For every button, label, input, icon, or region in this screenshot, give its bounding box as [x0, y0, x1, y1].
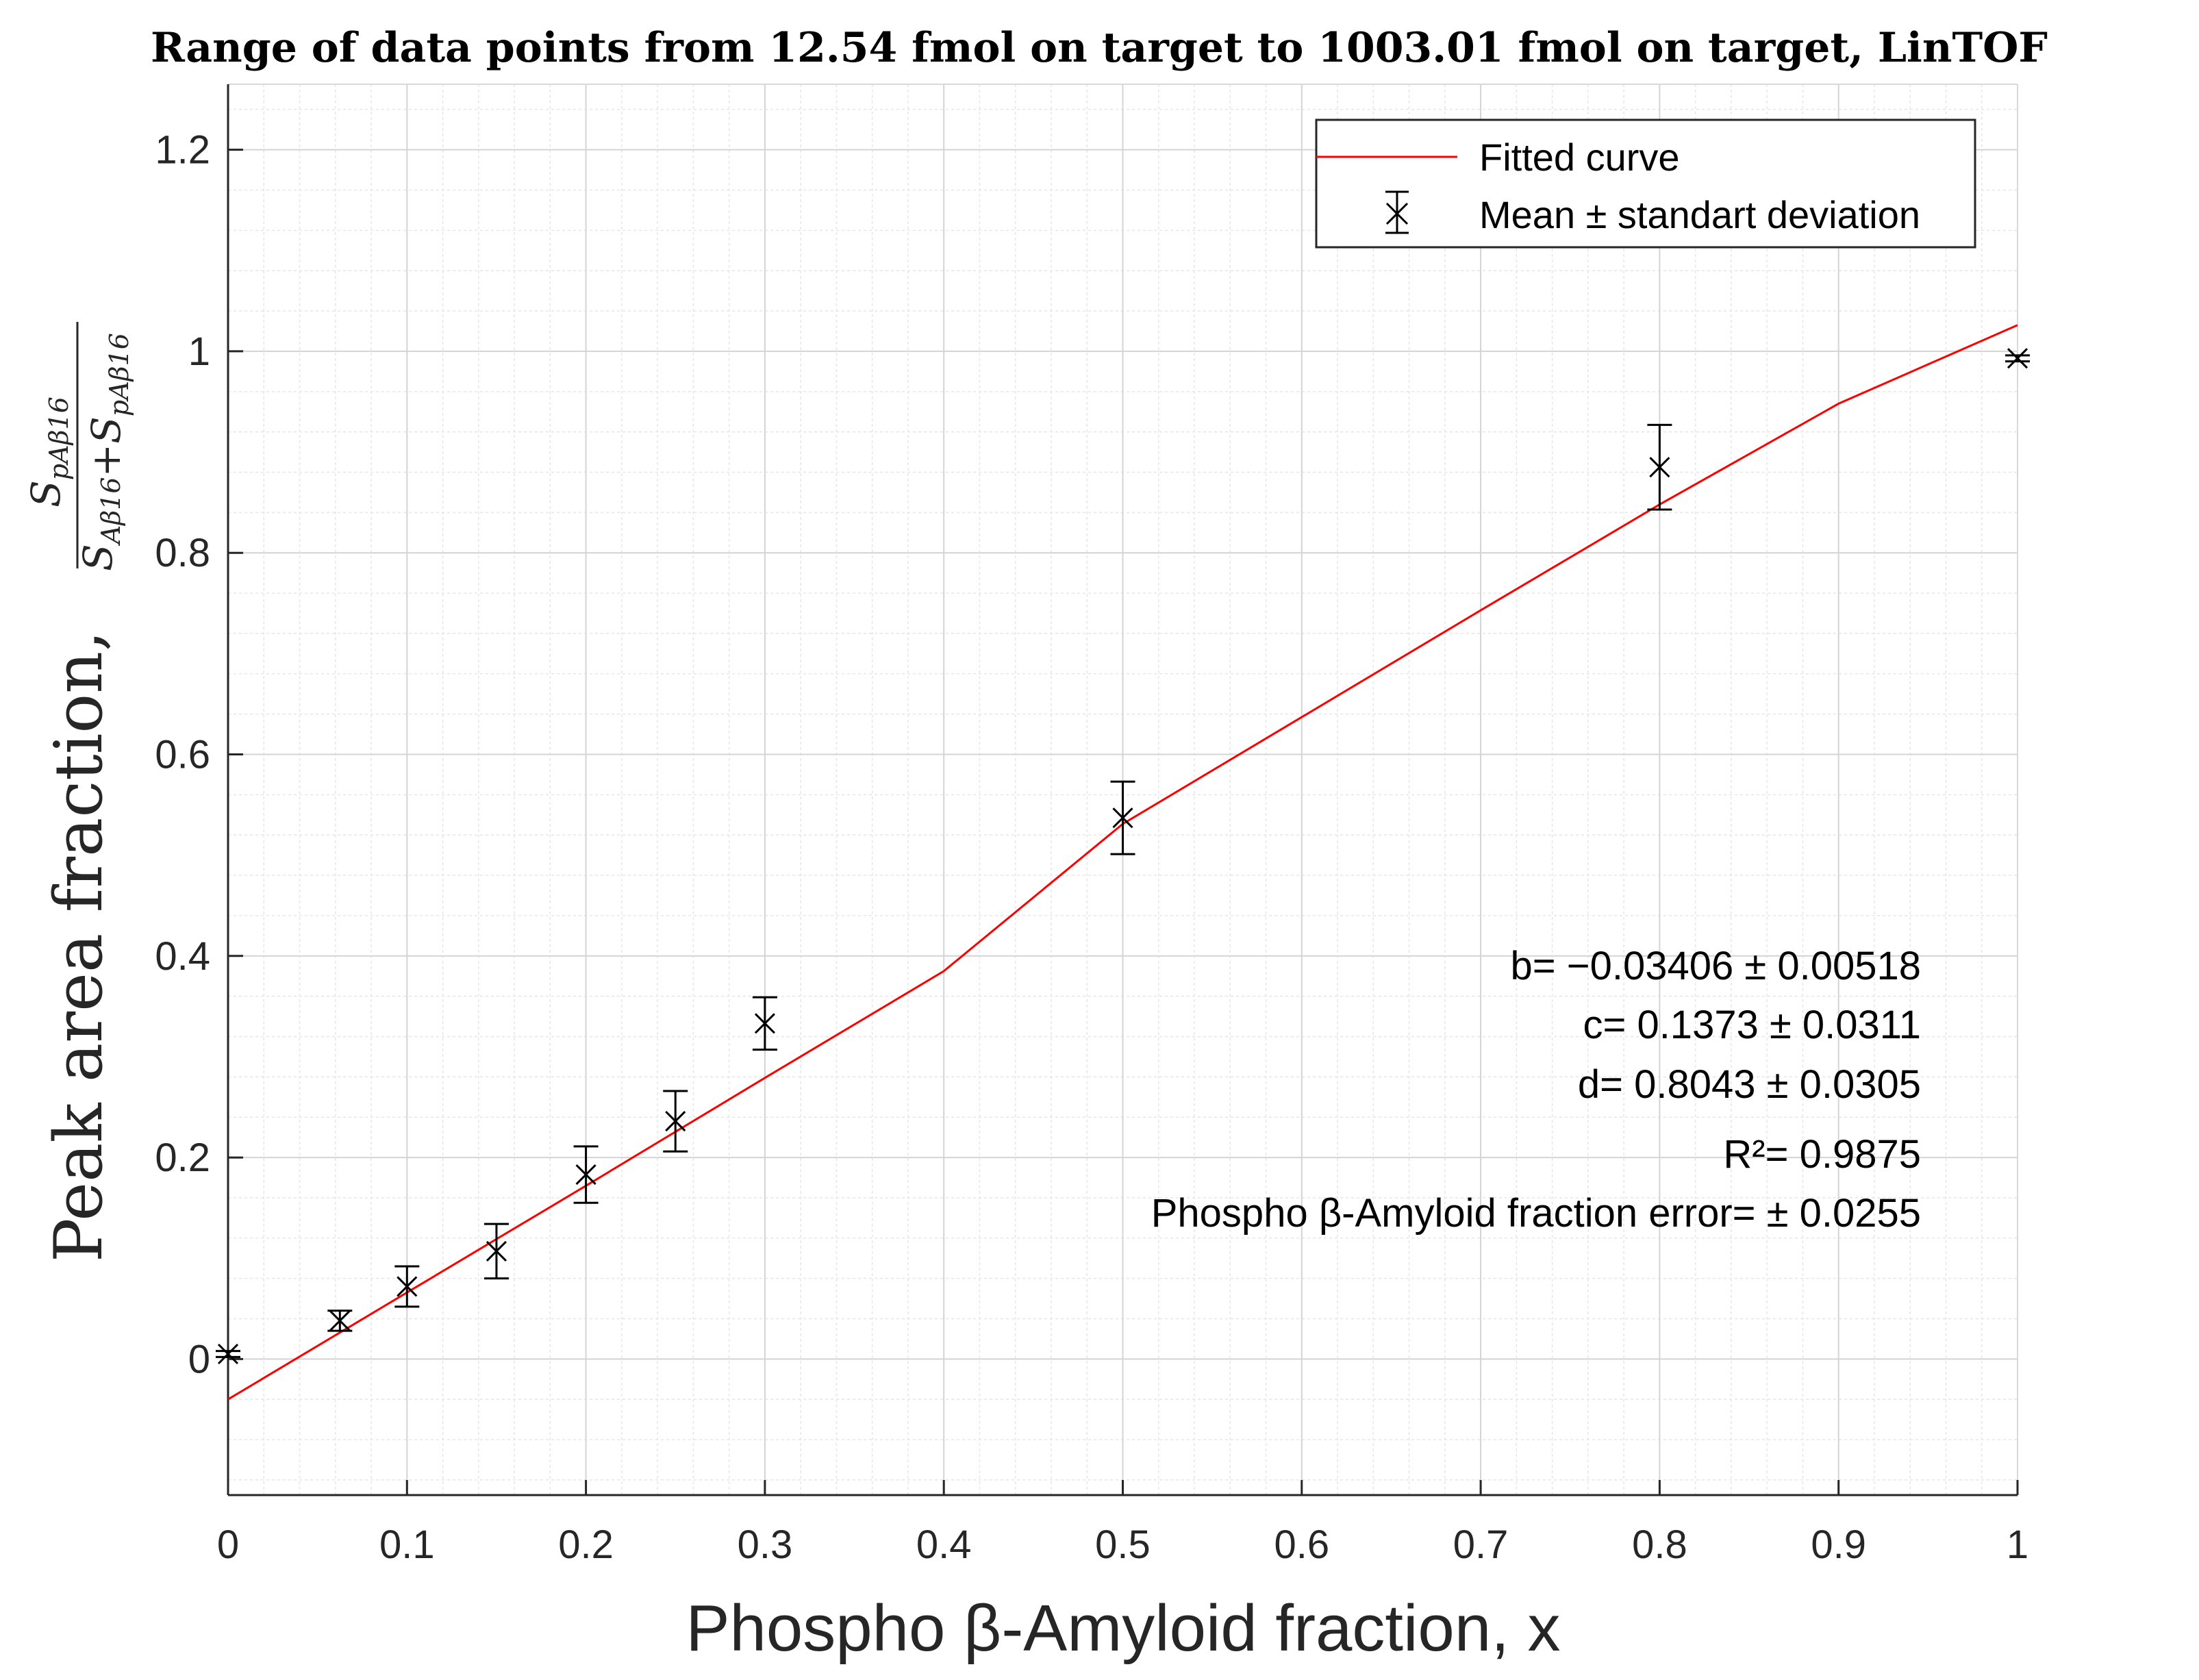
annotation-c: c= 0.1373 ± 0.0311: [1583, 1003, 1921, 1047]
data-point: [327, 1309, 353, 1332]
data-point: [394, 1265, 420, 1308]
y-tick-label: 0.6: [155, 733, 210, 777]
y-axis-label: Peak area fraction,: [40, 630, 117, 1262]
legend-label-mean-std: Mean ± standart deviation: [1479, 193, 1920, 236]
x-tick-label: 0.1: [379, 1522, 435, 1567]
data-point: [573, 1145, 599, 1204]
chart-title: Range of data points from 12.54 fmol on …: [151, 24, 2048, 72]
legend-label-fitted-curve: Fitted curve: [1479, 136, 1680, 179]
annotation-b: b= −0.03406 ± 0.00518: [1511, 944, 1921, 988]
x-axis-tick-labels: 0 0.1 0.2 0.3 0.4 0.5 0.6 0.7 0.8 0.9 1: [217, 1522, 2028, 1567]
y-axis-tick-labels: 0 0.2 0.4 0.6 0.8 1 1.2: [155, 128, 210, 1382]
y-axis-label-fraction: SpAβ16 SAβ16+SpAβ16: [23, 322, 134, 571]
y-tick-label: 0.2: [155, 1136, 210, 1180]
annotation-d: d= 0.8043 ± 0.0305: [1578, 1062, 1921, 1107]
y-tick-label: 1: [188, 329, 210, 374]
x-marker-stroke: [754, 1013, 775, 1034]
x-marker-stroke: [575, 1164, 596, 1186]
x-marker-stroke: [1649, 457, 1670, 478]
x-tick-label: 1: [2007, 1522, 2028, 1567]
x-marker-stroke: [2007, 348, 2028, 369]
x-tick-label: 0.4: [916, 1522, 972, 1567]
x-axis-label: Phospho β-Amyloid fraction, x: [686, 1592, 1560, 1665]
x-axis-ticks: [227, 1480, 2019, 1495]
x-marker-stroke: [665, 1111, 686, 1132]
x-tick-label: 0.8: [1632, 1522, 1687, 1567]
y-axis-label-text: Peak area fraction,: [40, 630, 117, 1262]
x-tick-label: 0.7: [1453, 1522, 1509, 1567]
x-tick-label: 0: [217, 1522, 239, 1567]
x-marker-stroke: [217, 1343, 239, 1365]
x-marker-stroke: [397, 1276, 418, 1297]
y-tick-label: 0: [188, 1337, 210, 1381]
y-tick-label: 1.2: [155, 128, 210, 173]
y-axis-ticks: [228, 149, 243, 1360]
x-tick-label: 0.6: [1274, 1522, 1329, 1567]
data-point: [663, 1090, 688, 1153]
x-marker-stroke: [1112, 807, 1133, 829]
x-tick-label: 0.5: [1095, 1522, 1151, 1567]
x-tick-label: 0.9: [1811, 1522, 1866, 1567]
x-marker-stroke: [486, 1240, 507, 1262]
annotation-fraction-error: Phospho β-Amyloid fraction error= ± 0.02…: [1151, 1191, 1921, 1236]
y-tick-label: 0.8: [155, 531, 210, 575]
x-tick-label: 0.3: [738, 1522, 793, 1567]
data-point: [752, 996, 777, 1051]
x-tick-label: 0.2: [558, 1522, 614, 1567]
y-tick-label: 0.4: [155, 934, 210, 979]
data-point: [216, 1343, 240, 1365]
legend: Fitted curve Mean ± standart deviation: [1315, 118, 1976, 249]
legend-swatch-mean-std: [1385, 190, 1409, 234]
series-layer: [216, 324, 2030, 1401]
data-point: [1110, 780, 1135, 855]
data-point: [2005, 348, 2030, 369]
data-point: [1647, 423, 1672, 511]
y-label-denominator: SAβ16+SpAβ16: [75, 333, 134, 571]
fit-annotations: b= −0.03406 ± 0.00518 c= 0.1373 ± 0.0311…: [1151, 944, 1921, 1236]
data-point: [483, 1223, 509, 1280]
legend-box: [1315, 118, 1976, 249]
annotation-r-squared: R²= 0.9875: [1723, 1132, 1921, 1177]
x-marker-stroke: [329, 1310, 351, 1331]
y-label-numerator: SpAβ16: [23, 397, 74, 507]
